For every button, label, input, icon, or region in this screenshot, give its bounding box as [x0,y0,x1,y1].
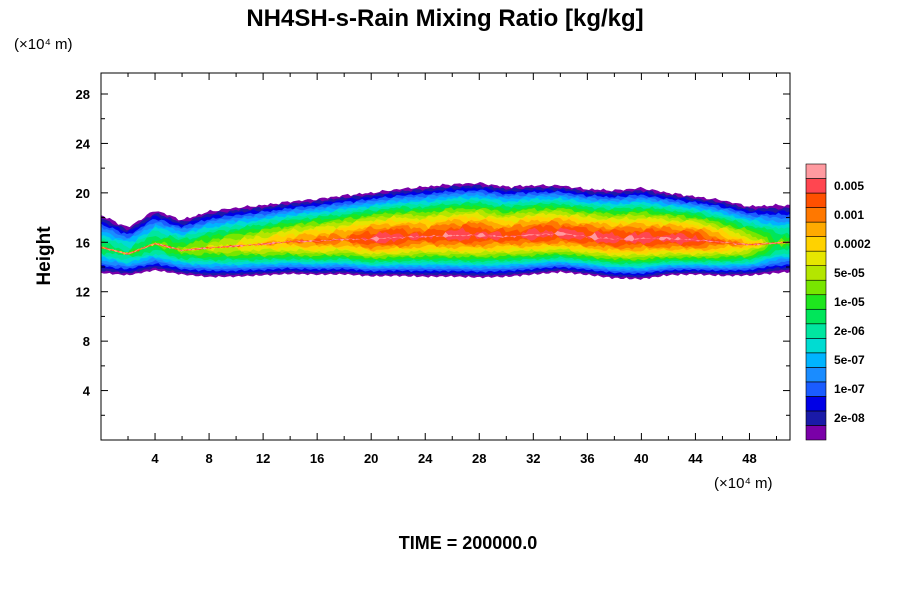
x-tick-label: 4 [151,451,159,466]
x-tick-label: 32 [526,451,540,466]
colorbar-swatch [805,294,827,310]
x-tick-label: 28 [472,451,486,466]
colorbar-swatch [805,308,827,325]
colorbar-swatch [805,425,827,441]
x-tick-label: 36 [580,451,594,466]
colorbar: 2e-08 1e-07 5e-07 2e-06 1e-05 5e-05 0.0002 0.00… [805,163,871,441]
colorbar-label: 2e-06 [834,324,865,338]
colorbar-swatch [805,352,827,368]
x-tick-label: 24 [418,451,433,466]
colorbar-swatch [805,192,827,208]
colorbar-swatch [805,410,827,426]
colorbar-swatch [805,396,827,412]
colorbar-swatch [805,178,827,194]
y-tick-label: 12 [76,285,90,300]
colorbar-swatch [805,265,827,281]
colorbar-swatch [805,221,827,237]
colorbar-swatch [805,338,827,354]
y-tick-label: 24 [76,136,91,151]
y-tick-label: 16 [76,235,90,250]
colorbar-label: 0.0002 [834,237,871,251]
colorbar-label: 0.001 [834,208,864,222]
y-tick-label: 8 [83,334,90,349]
colorbar-swatch [805,323,827,339]
time-label: TIME = 200000.0 [399,533,538,553]
colorbar-label: 5e-05 [834,266,865,280]
x-tick-label: 8 [205,451,212,466]
colorbar-swatch [805,207,827,223]
colorbar-swatch [805,279,827,296]
y-axis: 4 8 12 16 20 24 28 [76,87,790,416]
colorbar-swatch [805,381,827,397]
y-unit-label: (×10⁴ m) [14,36,73,53]
colorbar-label: 1e-05 [834,295,865,309]
colorbar-label: 2e-08 [834,411,865,425]
x-axis: 4 8 12 16 20 24 28 32 36 40 44 48 [127,73,777,466]
y-tick-label: 4 [83,384,91,399]
colorbar-swatch [805,163,827,179]
y-axis-label: Height [34,226,55,286]
colorbar-label: 5e-07 [834,353,865,367]
x-tick-label: 16 [310,451,324,466]
x-unit-label: (×10⁴ m) [714,475,773,492]
x-tick-label: 40 [634,451,648,466]
colorbar-label: 0.005 [834,179,864,193]
colorbar-label: 1e-07 [834,382,865,396]
colorbar-swatch [805,236,827,252]
x-tick-label: 12 [256,451,270,466]
plot-frame [100,72,791,441]
contour-band [101,223,790,255]
x-tick-label: 48 [742,451,756,466]
y-tick-label: 28 [76,87,90,102]
colorbar-swatch [805,367,827,383]
colorbar-swatch [805,250,827,266]
x-tick-label: 44 [688,451,703,466]
mixing-ratio-field [101,182,790,280]
x-tick-label: 20 [364,451,378,466]
contour-band [101,231,790,255]
y-tick-label: 20 [76,186,90,201]
chart-title: NH4SH-s-Rain Mixing Ratio [kg/kg] [246,5,643,32]
